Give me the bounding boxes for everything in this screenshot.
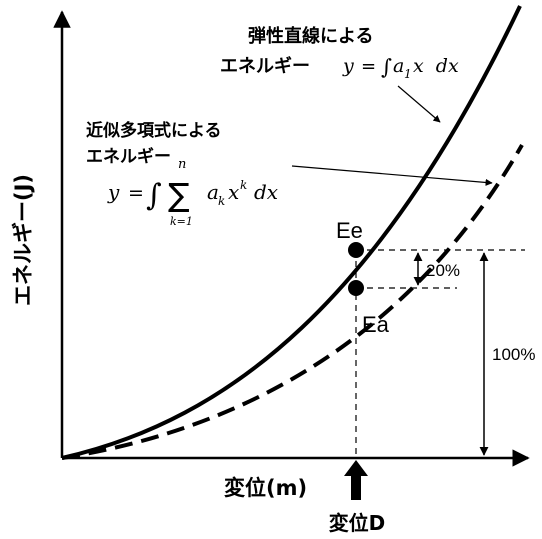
dashed-curve-formula-x: x xyxy=(228,180,239,204)
dashed-curve-formula-dx: dx xyxy=(254,180,278,204)
solid-curve-formula-eq: = xyxy=(361,56,376,77)
solid-curve-formula-y: y xyxy=(342,55,354,77)
dashed-curve-formula-sup: k xyxy=(240,178,247,192)
displacement-d-arrow xyxy=(344,460,368,500)
dashed-curve-formula-eq: = xyxy=(128,182,144,204)
solid-curve-formula-int: ∫ xyxy=(381,55,392,79)
ea-label: Ea xyxy=(362,312,390,337)
y-axis-label: エネルギー(J) xyxy=(11,174,35,306)
ea-point xyxy=(348,280,364,296)
solid-curve-label-line2: エネルギー xyxy=(220,56,310,77)
dashed-curve-formula-sum: ∑ xyxy=(168,176,190,214)
twenty-percent-label: 20% xyxy=(426,261,460,280)
dashed-curve-formula-upper: n xyxy=(178,157,186,172)
ee-label: Ee xyxy=(336,218,363,243)
solid-curve-label-line1: 弾性直線による xyxy=(248,25,373,47)
solid-curve-formula-rest: x dx xyxy=(413,55,459,77)
dashed-curve-formula-lower: k=1 xyxy=(170,215,193,228)
x-axis-label: 変位(m) xyxy=(224,476,307,500)
solid-curve-formula-a: a xyxy=(393,55,404,77)
solid-curve-pointer xyxy=(397,85,441,123)
elastic-energy-curve xyxy=(61,5,522,460)
dashed-curve-formula-sub: k xyxy=(218,194,225,208)
dashed-curve-formula-y: y xyxy=(107,180,120,204)
hundred-percent-label: 100% xyxy=(492,345,535,364)
dashed-curve-label-line2: エネルギー xyxy=(86,147,171,167)
dashed-curve-formula-int: ∫ xyxy=(146,178,162,213)
dashed-curve-formula-a: a xyxy=(207,180,219,204)
ee-point xyxy=(348,242,364,258)
displacement-d-label: 変位D xyxy=(329,511,386,535)
solid-curve-formula-sub: 1 xyxy=(404,67,412,81)
dashed-curve-pointer xyxy=(291,165,493,187)
polynomial-energy-curve xyxy=(61,144,524,460)
dashed-curve-label-line1: 近似多項式による xyxy=(86,120,222,141)
